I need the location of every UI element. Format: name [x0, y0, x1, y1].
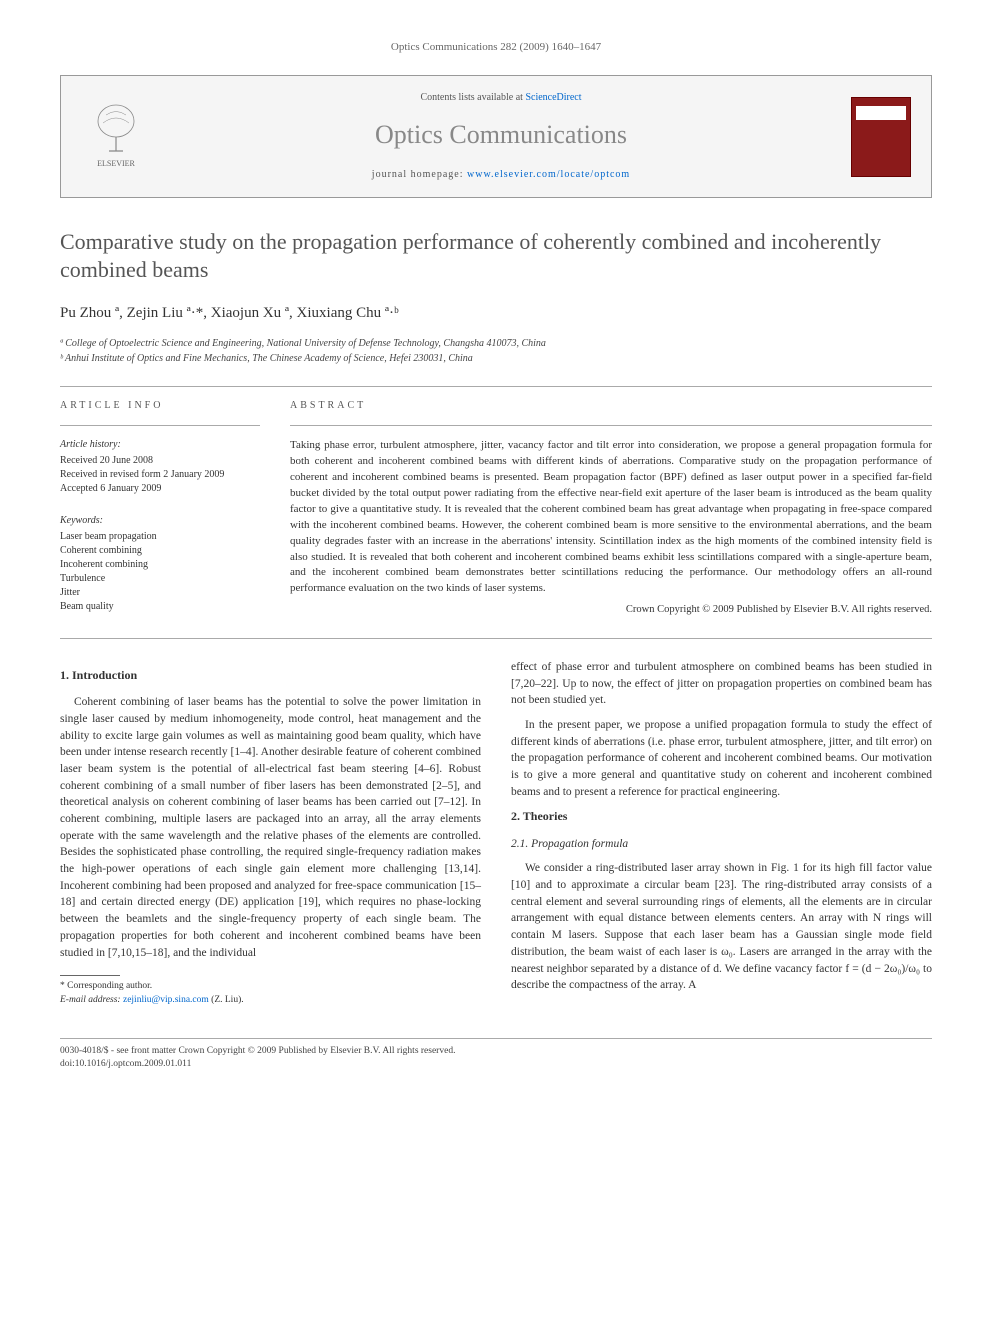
homepage-link[interactable]: www.elsevier.com/locate/optcom	[467, 169, 630, 180]
affiliation-b: ᵇ Anhui Institute of Optics and Fine Mec…	[60, 351, 932, 366]
corresponding-author-note: * Corresponding author. E-mail address: …	[60, 975, 481, 1008]
body-columns: 1. Introduction Coherent combining of la…	[60, 659, 932, 1008]
right-column: effect of phase error and turbulent atmo…	[511, 659, 932, 1008]
footer-doi: doi:10.1016/j.optcom.2009.01.011	[60, 1058, 932, 1071]
article-history: Article history: Received 20 June 2008 R…	[60, 438, 260, 496]
footer-copyright: 0030-4018/$ - see front matter Crown Cop…	[60, 1045, 932, 1058]
elsevier-logo: ELSEVIER	[81, 97, 151, 177]
keywords-title: Keywords:	[60, 514, 260, 528]
affiliations: ª College of Optoelectric Science and En…	[60, 336, 932, 366]
homepage-prefix: journal homepage:	[372, 169, 467, 180]
divider	[60, 386, 932, 387]
left-column: 1. Introduction Coherent combining of la…	[60, 659, 481, 1008]
article-info-label: ARTICLE INFO	[60, 399, 260, 413]
journal-banner: ELSEVIER Contents lists available at Sci…	[60, 75, 932, 197]
corresp-star: * Corresponding author.	[60, 980, 481, 994]
elsevier-label: ELSEVIER	[97, 158, 135, 169]
sciencedirect-link[interactable]: ScienceDirect	[525, 92, 581, 103]
abstract-column: ABSTRACT Taking phase error, turbulent a…	[290, 399, 932, 618]
keyword: Jitter	[60, 586, 260, 600]
corresp-email-suffix: (Z. Liu).	[209, 995, 244, 1005]
section-1-para-3: In the present paper, we propose a unifi…	[511, 717, 932, 800]
contents-prefix: Contents lists available at	[420, 92, 525, 103]
section-2-heading: 2. Theories	[511, 808, 932, 825]
history-received: Received 20 June 2008	[60, 454, 260, 468]
keyword: Coherent combining	[60, 544, 260, 558]
elsevier-tree-icon	[91, 103, 141, 158]
abstract-label: ABSTRACT	[290, 399, 932, 413]
section-2-1-heading: 2.1. Propagation formula	[511, 836, 932, 853]
journal-name: Optics Communications	[171, 117, 831, 153]
keyword: Beam quality	[60, 600, 260, 614]
corresp-email-label: E-mail address:	[60, 995, 123, 1005]
contents-line: Contents lists available at ScienceDirec…	[171, 91, 831, 105]
keywords-block: Keywords: Laser beam propagation Coheren…	[60, 514, 260, 614]
corresp-email-link[interactable]: zejinliu@vip.sina.com	[123, 995, 209, 1005]
history-title: Article history:	[60, 438, 260, 452]
section-1-para-2: effect of phase error and turbulent atmo…	[511, 659, 932, 709]
section-1-para-1: Coherent combining of laser beams has th…	[60, 694, 481, 961]
journal-cover-thumbnail	[851, 97, 911, 177]
section-2-1-para-1: We consider a ring-distributed laser arr…	[511, 860, 932, 993]
keyword: Incoherent combining	[60, 558, 260, 572]
citation-header: Optics Communications 282 (2009) 1640–16…	[60, 40, 932, 55]
abstract-copyright: Crown Copyright © 2009 Published by Else…	[290, 603, 932, 618]
page-footer: 0030-4018/$ - see front matter Crown Cop…	[60, 1038, 932, 1072]
section-1-heading: 1. Introduction	[60, 667, 481, 684]
keyword: Turbulence	[60, 572, 260, 586]
authors-line: Pu Zhou ª, Zejin Liu ª·*, Xiaojun Xu ª, …	[60, 303, 932, 324]
article-info-column: ARTICLE INFO Article history: Received 2…	[60, 399, 260, 618]
keyword: Laser beam propagation	[60, 530, 260, 544]
article-title: Comparative study on the propagation per…	[60, 228, 932, 285]
history-accepted: Accepted 6 January 2009	[60, 482, 260, 496]
abstract-text: Taking phase error, turbulent atmosphere…	[290, 438, 932, 597]
homepage-line: journal homepage: www.elsevier.com/locat…	[171, 168, 831, 182]
history-revised: Received in revised form 2 January 2009	[60, 468, 260, 482]
affiliation-a: ª College of Optoelectric Science and En…	[60, 336, 932, 351]
